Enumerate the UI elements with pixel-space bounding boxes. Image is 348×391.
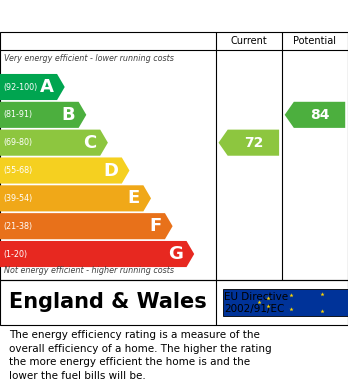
Text: F: F xyxy=(149,217,161,235)
Text: (69-80): (69-80) xyxy=(3,138,33,147)
Text: Not energy efficient - higher running costs: Not energy efficient - higher running co… xyxy=(4,267,174,276)
Text: (39-54): (39-54) xyxy=(3,194,33,203)
Text: A: A xyxy=(40,78,54,96)
Text: (92-100): (92-100) xyxy=(3,83,38,91)
Text: The energy efficiency rating is a measure of the
overall efficiency of a home. T: The energy efficiency rating is a measur… xyxy=(9,330,271,381)
Text: England & Wales: England & Wales xyxy=(9,292,206,312)
Text: (55-68): (55-68) xyxy=(3,166,33,175)
Text: (1-20): (1-20) xyxy=(3,249,27,258)
Polygon shape xyxy=(0,241,194,267)
Text: C: C xyxy=(84,134,97,152)
Text: (21-38): (21-38) xyxy=(3,222,33,231)
Text: Potential: Potential xyxy=(293,36,337,46)
Polygon shape xyxy=(0,185,151,212)
Text: (81-91): (81-91) xyxy=(3,110,33,119)
Text: 72: 72 xyxy=(244,136,263,150)
Text: 2002/91/EC: 2002/91/EC xyxy=(224,304,285,314)
Polygon shape xyxy=(0,102,86,128)
Text: E: E xyxy=(128,189,140,207)
Text: G: G xyxy=(168,245,183,263)
Polygon shape xyxy=(0,213,173,239)
Text: B: B xyxy=(62,106,75,124)
Polygon shape xyxy=(219,130,279,156)
Text: D: D xyxy=(103,161,118,179)
Polygon shape xyxy=(285,102,345,128)
Text: EU Directive: EU Directive xyxy=(224,292,288,302)
Polygon shape xyxy=(0,74,65,100)
Text: Current: Current xyxy=(230,36,267,46)
Text: Energy Efficiency Rating: Energy Efficiency Rating xyxy=(9,9,230,23)
Bar xyxy=(223,289,348,316)
Polygon shape xyxy=(0,130,108,156)
Text: 84: 84 xyxy=(310,108,329,122)
Polygon shape xyxy=(0,158,129,183)
Text: Very energy efficient - lower running costs: Very energy efficient - lower running co… xyxy=(4,54,174,63)
